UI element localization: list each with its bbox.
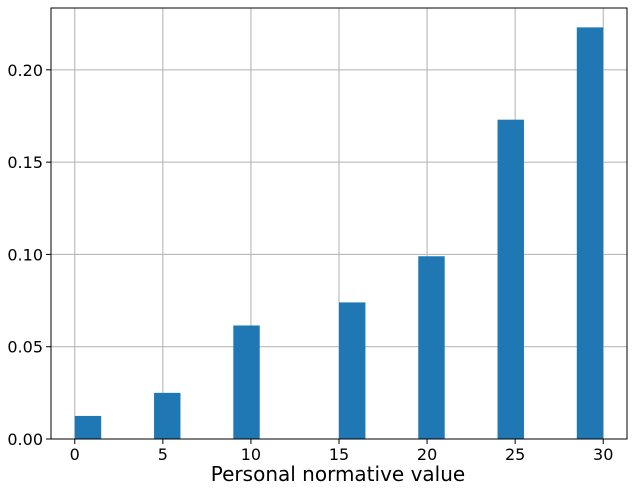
x-tick-label-15: 15 [329, 445, 349, 464]
y-tick-label-0.05: 0.05 [7, 338, 43, 357]
x-tick-label-5: 5 [158, 445, 168, 464]
x-tick-label-0: 0 [70, 445, 80, 464]
x-tick-label-10: 10 [241, 445, 261, 464]
bar-0 [74, 415, 102, 439]
x-tick-label-30: 30 [593, 445, 613, 464]
bar-1 [154, 392, 181, 439]
x-tick-label-25: 25 [505, 445, 525, 464]
bar-2 [233, 325, 260, 439]
bar-6 [576, 27, 604, 439]
bars [74, 27, 604, 440]
bar-4 [418, 256, 445, 439]
y-tick-label-0.00: 0.00 [7, 430, 43, 449]
bar-5 [497, 119, 524, 440]
y-tick-label-0.10: 0.10 [7, 245, 43, 264]
y-tick-label-0.20: 0.20 [7, 61, 43, 80]
bar-3 [339, 302, 366, 439]
y-tick-label-0.15: 0.15 [7, 153, 43, 172]
x-tick-label-20: 20 [417, 445, 437, 464]
ticks: 0 5 10 15 20 25 30 0.00 0.05 0.10 0.15 0.20 [7, 61, 613, 464]
x-axis-label: Personal normative value [211, 462, 465, 486]
